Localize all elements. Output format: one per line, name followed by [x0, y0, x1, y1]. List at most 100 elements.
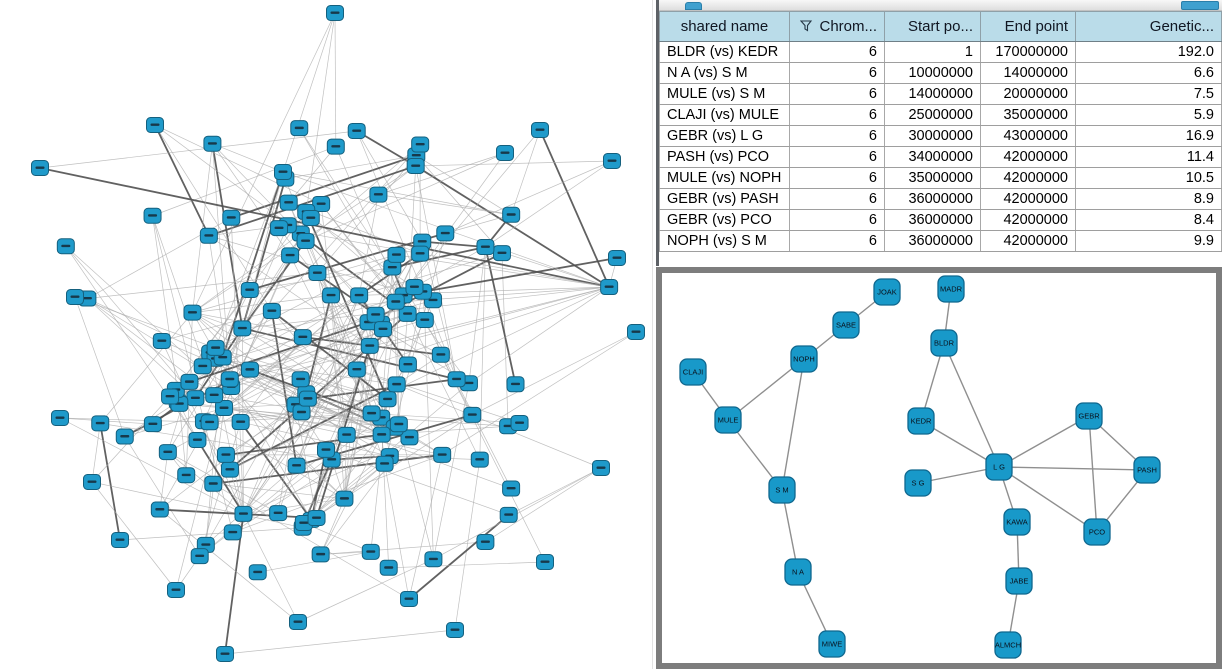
network-edge[interactable] — [192, 254, 397, 313]
network-edge[interactable] — [65, 246, 196, 399]
network-edge[interactable] — [189, 295, 360, 383]
network-node[interactable] — [350, 287, 369, 304]
network-node[interactable] — [180, 373, 199, 390]
network-node[interactable] — [603, 153, 621, 169]
column-header-start-po-[interactable]: Start po... — [884, 11, 981, 42]
network-node[interactable] — [502, 206, 521, 223]
network-node[interactable] — [91, 415, 110, 432]
network-node[interactable] — [398, 305, 417, 322]
network-node[interactable] — [398, 356, 417, 373]
network-edge[interactable] — [468, 286, 610, 384]
network-edge[interactable] — [320, 203, 348, 435]
network-node[interactable] — [269, 505, 288, 522]
network-edge[interactable] — [212, 143, 284, 173]
network-node[interactable] — [311, 546, 330, 563]
network-edge[interactable] — [297, 558, 434, 623]
network-node-pco[interactable]: PCO — [1083, 518, 1111, 546]
network-node[interactable] — [627, 324, 645, 340]
network-node[interactable] — [326, 5, 344, 21]
network-node[interactable] — [188, 431, 207, 448]
network-node[interactable] — [216, 446, 235, 463]
network-edge[interactable] — [334, 12, 337, 147]
network-node-mule[interactable]: MULE — [714, 406, 742, 434]
network-node[interactable] — [200, 414, 219, 431]
network-node[interactable] — [143, 416, 162, 433]
network-edge[interactable] — [998, 415, 1090, 468]
network-node-gebr[interactable]: GEBR — [1075, 402, 1103, 430]
network-edge[interactable] — [211, 143, 244, 329]
network-node[interactable] — [291, 371, 310, 388]
network-edge[interactable] — [301, 411, 512, 489]
network-edge[interactable] — [539, 129, 610, 288]
network-node[interactable] — [592, 460, 610, 476]
network-node[interactable] — [411, 245, 430, 262]
network-node[interactable] — [608, 250, 626, 266]
network-edge[interactable] — [295, 404, 317, 519]
network-edge[interactable] — [213, 483, 410, 600]
network-edge[interactable] — [781, 489, 799, 573]
network-edge[interactable] — [415, 165, 610, 288]
network-edge[interactable] — [192, 312, 370, 347]
table-row[interactable]: MULE (vs) NOPH 6 35000000 42000000 10.5 — [659, 167, 1222, 189]
network-edge[interactable] — [479, 246, 486, 460]
network-node[interactable] — [476, 238, 495, 255]
network-node[interactable] — [287, 457, 306, 474]
network-node[interactable] — [411, 136, 430, 153]
network-edge[interactable] — [209, 352, 244, 514]
network-node[interactable] — [233, 320, 252, 337]
network-node[interactable] — [220, 461, 239, 478]
network-edge[interactable] — [74, 296, 216, 349]
network-edge[interactable] — [282, 12, 336, 173]
network-node[interactable] — [223, 524, 242, 541]
network-edge[interactable] — [422, 240, 486, 248]
network-edge[interactable] — [424, 319, 434, 560]
network-edge[interactable] — [209, 295, 360, 423]
network-node[interactable] — [531, 122, 549, 138]
network-node[interactable] — [322, 287, 341, 304]
table-row[interactable]: PASH (vs) PCO 6 34000000 42000000 11.4 — [659, 146, 1222, 168]
network-node[interactable] — [274, 164, 292, 180]
network-edge[interactable] — [161, 310, 272, 342]
network-node[interactable] — [183, 304, 202, 321]
network-node-claji[interactable]: CLAJI — [679, 358, 707, 386]
table-row[interactable]: BLDR (vs) KEDR 6 1 170000000 192.0 — [659, 41, 1222, 63]
network-node[interactable] — [240, 361, 259, 378]
network-node[interactable] — [506, 376, 525, 393]
network-node[interactable] — [215, 400, 234, 417]
network-edge[interactable] — [205, 379, 301, 546]
network-node[interactable] — [405, 279, 424, 296]
network-edge[interactable] — [433, 383, 470, 560]
column-header-chrom-[interactable]: Chrom... — [789, 11, 885, 42]
overview-network-svg[interactable] — [0, 0, 652, 669]
network-edge[interactable] — [124, 407, 225, 437]
network-edge[interactable] — [396, 384, 602, 469]
network-node[interactable] — [347, 122, 366, 139]
network-edge[interactable] — [192, 143, 213, 313]
network-edge[interactable] — [229, 286, 610, 470]
network-node-sabe[interactable]: SABE — [832, 311, 860, 339]
network-node[interactable] — [536, 554, 554, 570]
network-edge[interactable] — [408, 454, 443, 600]
network-node[interactable] — [248, 564, 267, 581]
network-edge[interactable] — [192, 12, 336, 313]
network-edge[interactable] — [277, 295, 360, 514]
network-node[interactable] — [234, 505, 253, 522]
network-edge[interactable] — [320, 498, 345, 555]
network-node[interactable] — [387, 376, 406, 393]
network-edge[interactable] — [87, 298, 382, 435]
network-edge[interactable] — [230, 217, 244, 514]
network-edge[interactable] — [152, 146, 336, 217]
network-node[interactable] — [374, 321, 393, 338]
network-edge[interactable] — [396, 254, 610, 288]
network-edge[interactable] — [167, 451, 279, 514]
network-node[interactable] — [111, 532, 129, 548]
network-edge[interactable] — [240, 421, 390, 457]
network-node[interactable] — [203, 135, 222, 152]
network-edge[interactable] — [356, 369, 520, 424]
network-edge[interactable] — [189, 321, 369, 383]
network-node[interactable] — [193, 358, 212, 375]
table-row[interactable]: GEBR (vs) PCO 6 36000000 42000000 8.4 — [659, 209, 1222, 231]
network-edge[interactable] — [943, 342, 1000, 468]
network-node[interactable] — [298, 390, 317, 407]
network-node[interactable] — [372, 426, 391, 443]
